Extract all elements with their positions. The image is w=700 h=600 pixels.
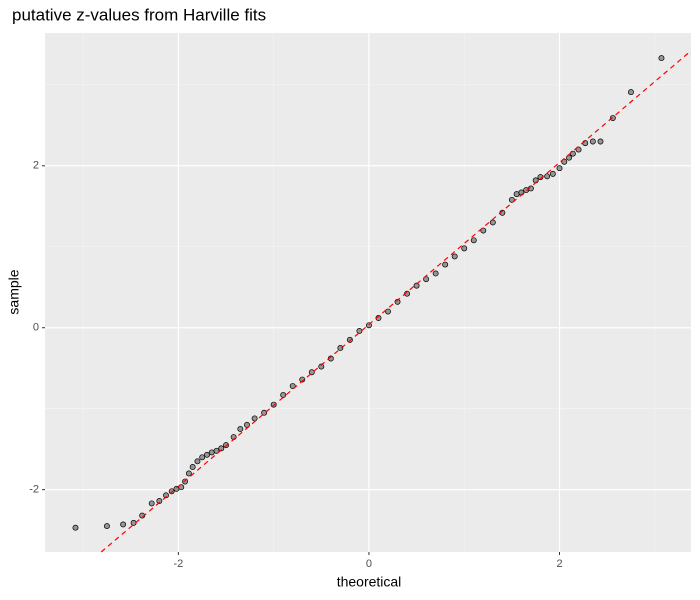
point (72, 524, 79, 531)
point (442, 261, 449, 268)
point (549, 170, 556, 177)
grid (45, 33, 691, 552)
point (156, 498, 163, 504)
point (280, 391, 287, 398)
point (461, 245, 468, 252)
x-tick-label: -2 (174, 558, 184, 570)
point (237, 425, 244, 432)
point (261, 409, 268, 416)
point (103, 523, 110, 530)
point (213, 447, 220, 454)
point (308, 369, 315, 376)
point (204, 451, 210, 458)
point (609, 115, 616, 121)
y-tick-label: 0 (33, 322, 39, 334)
point (148, 500, 155, 507)
point (566, 154, 572, 161)
x-axis-title: theoretical (337, 574, 402, 590)
x-tick-label: 2 (556, 558, 562, 570)
point (199, 454, 206, 461)
point (318, 363, 325, 370)
point (470, 237, 477, 244)
point (508, 196, 515, 203)
point (163, 492, 169, 499)
point (289, 383, 296, 389)
point (356, 328, 363, 334)
point (480, 227, 487, 234)
plot-panel (45, 33, 691, 552)
point (251, 415, 258, 422)
point (337, 345, 344, 351)
point (628, 89, 634, 96)
point (451, 253, 458, 260)
point (218, 445, 225, 452)
y-axis-title: sample (6, 269, 22, 314)
point (658, 55, 665, 62)
chart-title: putative z-values from Harville fits (12, 5, 266, 24)
point (489, 219, 496, 226)
point (597, 138, 604, 145)
reference-line (100, 50, 692, 553)
point (185, 470, 192, 477)
point (544, 173, 551, 180)
point (556, 165, 563, 172)
point (569, 150, 576, 157)
point (208, 449, 215, 456)
point (178, 484, 185, 491)
point (120, 521, 127, 528)
marks (72, 50, 692, 553)
point (513, 191, 520, 198)
y-tick-label: -2 (29, 484, 39, 496)
point (385, 308, 391, 315)
point (575, 146, 582, 153)
point (189, 464, 196, 470)
point (413, 282, 420, 289)
x-tick-label: 0 (366, 558, 372, 570)
point (194, 458, 201, 465)
y-tick-label: 2 (33, 160, 39, 172)
point (432, 270, 439, 277)
point (589, 138, 596, 145)
point (130, 519, 137, 526)
